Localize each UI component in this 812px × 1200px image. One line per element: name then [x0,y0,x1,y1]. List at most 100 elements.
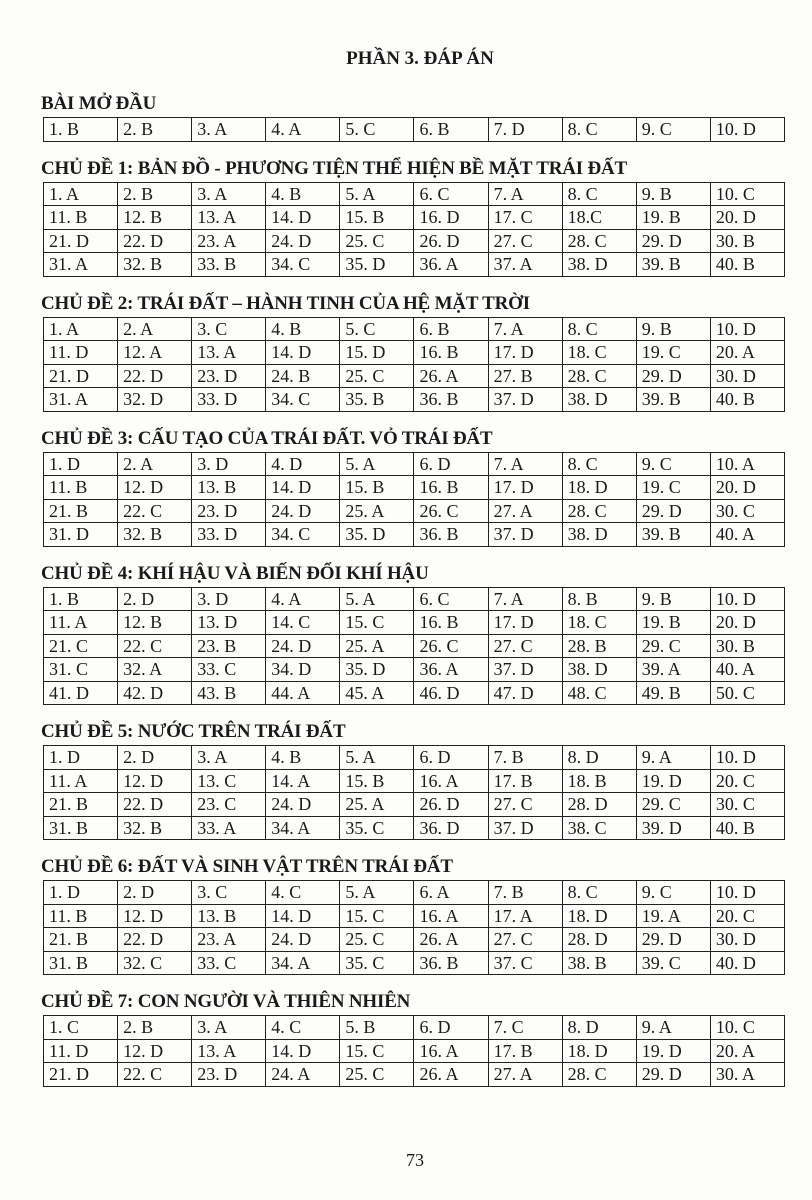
answer-cell: 5. A [339,745,415,770]
answer-cell: 24. D [265,498,341,523]
answer-cell: 27. C [487,792,563,817]
answer-cell: 29. D [635,363,711,388]
answer-cell: 18. C [561,610,637,635]
answer-cell: 18.C [561,205,637,230]
answer-cell: 30. A [709,1062,786,1087]
answer-cell: 20. D [709,475,786,500]
answer-cell: 29. D [635,498,711,523]
answer-cell: 28. C [561,363,637,388]
answer-cell: 25. C [339,363,415,388]
answer-section: CHỦ ĐỀ 7: CON NGƯỜI VÀ THIÊN NHIÊN 1. C 2.… [41,988,786,1087]
answer-cell: 11. B [42,903,119,928]
answer-cell: 19. C [635,475,711,500]
answer-cell: 18. D [561,903,637,928]
answer-cell: 6. B [413,316,489,341]
answer-row: 31. D 32. B 33. D 34. C 35. D 36. B 37. D 38. D… [42,522,786,547]
answer-row: 1. C 2. B 3. A 4. C 5. B 6. D 7. C 8. D 9. A 10. … [42,1015,786,1040]
answer-cell: 30. D [709,927,786,952]
answer-cell: 31. B [42,815,119,840]
answer-cell: 31. B [42,950,119,975]
answer-cell: 4. C [265,880,341,905]
answer-cell: 20. C [709,768,786,793]
answer-cell: 10. C [709,1015,786,1040]
answer-cell: 36. B [413,950,489,975]
section-heading: CHỦ ĐỀ 6: ĐẤT VÀ SINH VẬT TRÊN TRÁI ĐẤT [41,856,453,877]
answer-cell: 32. C [117,950,193,975]
answer-cell: 19. D [635,768,711,793]
answer-cell: 8. C [561,316,637,341]
answer-cell: 38. B [561,950,637,975]
answer-cell: 13. C [191,768,267,793]
answer-cell: 10. D [709,316,786,341]
answer-cell: 8. C [561,181,637,206]
answer-row: 11. A 12. B 13. D 14. C 15. C 16. B 17. D 18. C… [42,610,786,635]
answer-cell: 19. A [635,903,711,928]
answer-cell: 26. D [413,792,489,817]
answer-cell: 38. D [561,657,637,682]
answer-cell: 20. D [709,205,786,230]
answer-cell: 25. A [339,633,415,658]
answer-cell: 26. A [413,927,489,952]
answer-cell: 47. D [487,680,563,705]
answer-cell: 1. D [42,880,119,905]
answer-cell: 5. A [339,181,415,206]
answer-cell: 22. C [117,633,193,658]
section-heading: CHỦ ĐỀ 5: NƯỚC TRÊN TRÁI ĐẤT [41,721,346,742]
answer-cell: 38. C [561,815,637,840]
answer-cell: 20. A [709,1038,786,1063]
answer-cell: 9. A [635,1015,711,1040]
answer-cell: 14. D [265,205,341,230]
answer-cell: 36. A [413,252,489,277]
answer-cell: 23. D [191,498,267,523]
answer-cell: 12. D [117,475,193,500]
answer-cell: 37. D [487,657,563,682]
answer-cell: 22. D [117,792,193,817]
answer-cell: 17. D [487,475,563,500]
answer-cell: 27. A [487,498,563,523]
answer-cell: 8. D [561,1015,637,1040]
answer-cell: 3. C [191,316,267,341]
answer-cell: 11. A [42,610,119,635]
answer-cell: 21. C [42,633,119,658]
answer-cell: 6. D [413,1015,489,1040]
answer-cell: 6. D [413,451,489,476]
answer-cell: 9. C [635,451,711,476]
answer-cell: 7. A [487,451,563,476]
answer-cell: 39. B [635,252,711,277]
answer-cell: 33. D [191,522,267,547]
answer-row: 21. B 22. C 23. D 24. D 25. A 26. C 27. A 28. C… [42,498,786,523]
answer-cell: 11. A [42,768,119,793]
answer-cell: 37. D [487,387,563,412]
answer-cell: 35. C [339,950,415,975]
answer-cell: 17. A [487,903,563,928]
answer-cell: 9. C [635,117,711,142]
answer-section: CHỦ ĐỀ 3: CẤU TẠO CỦA TRÁI ĐẤT. VỎ TRÁI … [41,425,786,547]
answer-cell: 6. D [413,745,489,770]
answer-row: 1. D 2. D 3. A 4. B 5. A 6. D 7. B 8. D 9. A 10. … [42,745,786,770]
answer-cell: 4. C [265,1015,341,1040]
answer-cell: 6. C [413,586,489,611]
answer-cell: 11. D [42,1038,119,1063]
answer-cell: 19. D [635,1038,711,1063]
answer-cell: 10. A [709,451,786,476]
answer-cell: 28. C [561,1062,637,1087]
answer-cell: 35. D [339,252,415,277]
answer-cell: 32. B [117,522,193,547]
answer-cell: 32. A [117,657,193,682]
answer-row: 1. D 2. A 3. D 4. D 5. A 6. D 7. A 8. C 9. C 10. … [42,451,786,476]
answer-cell: 24. D [265,927,341,952]
answer-cell: 25. C [339,228,415,253]
answer-cell: 21. B [42,927,119,952]
answer-cell: 15. C [339,903,415,928]
answer-cell: 22. C [117,1062,193,1087]
answer-cell: 16. A [413,903,489,928]
answer-cell: 48. C [561,680,637,705]
answer-cell: 7. B [487,880,563,905]
answer-cell: 31. A [42,387,119,412]
answer-cell: 1. C [42,1015,119,1040]
answer-cell: 33. A [191,815,267,840]
answer-cell: 1. B [42,117,119,142]
answer-cell: 6. A [413,880,489,905]
answer-cell: 21. D [42,228,119,253]
answer-cell: 36. D [413,815,489,840]
